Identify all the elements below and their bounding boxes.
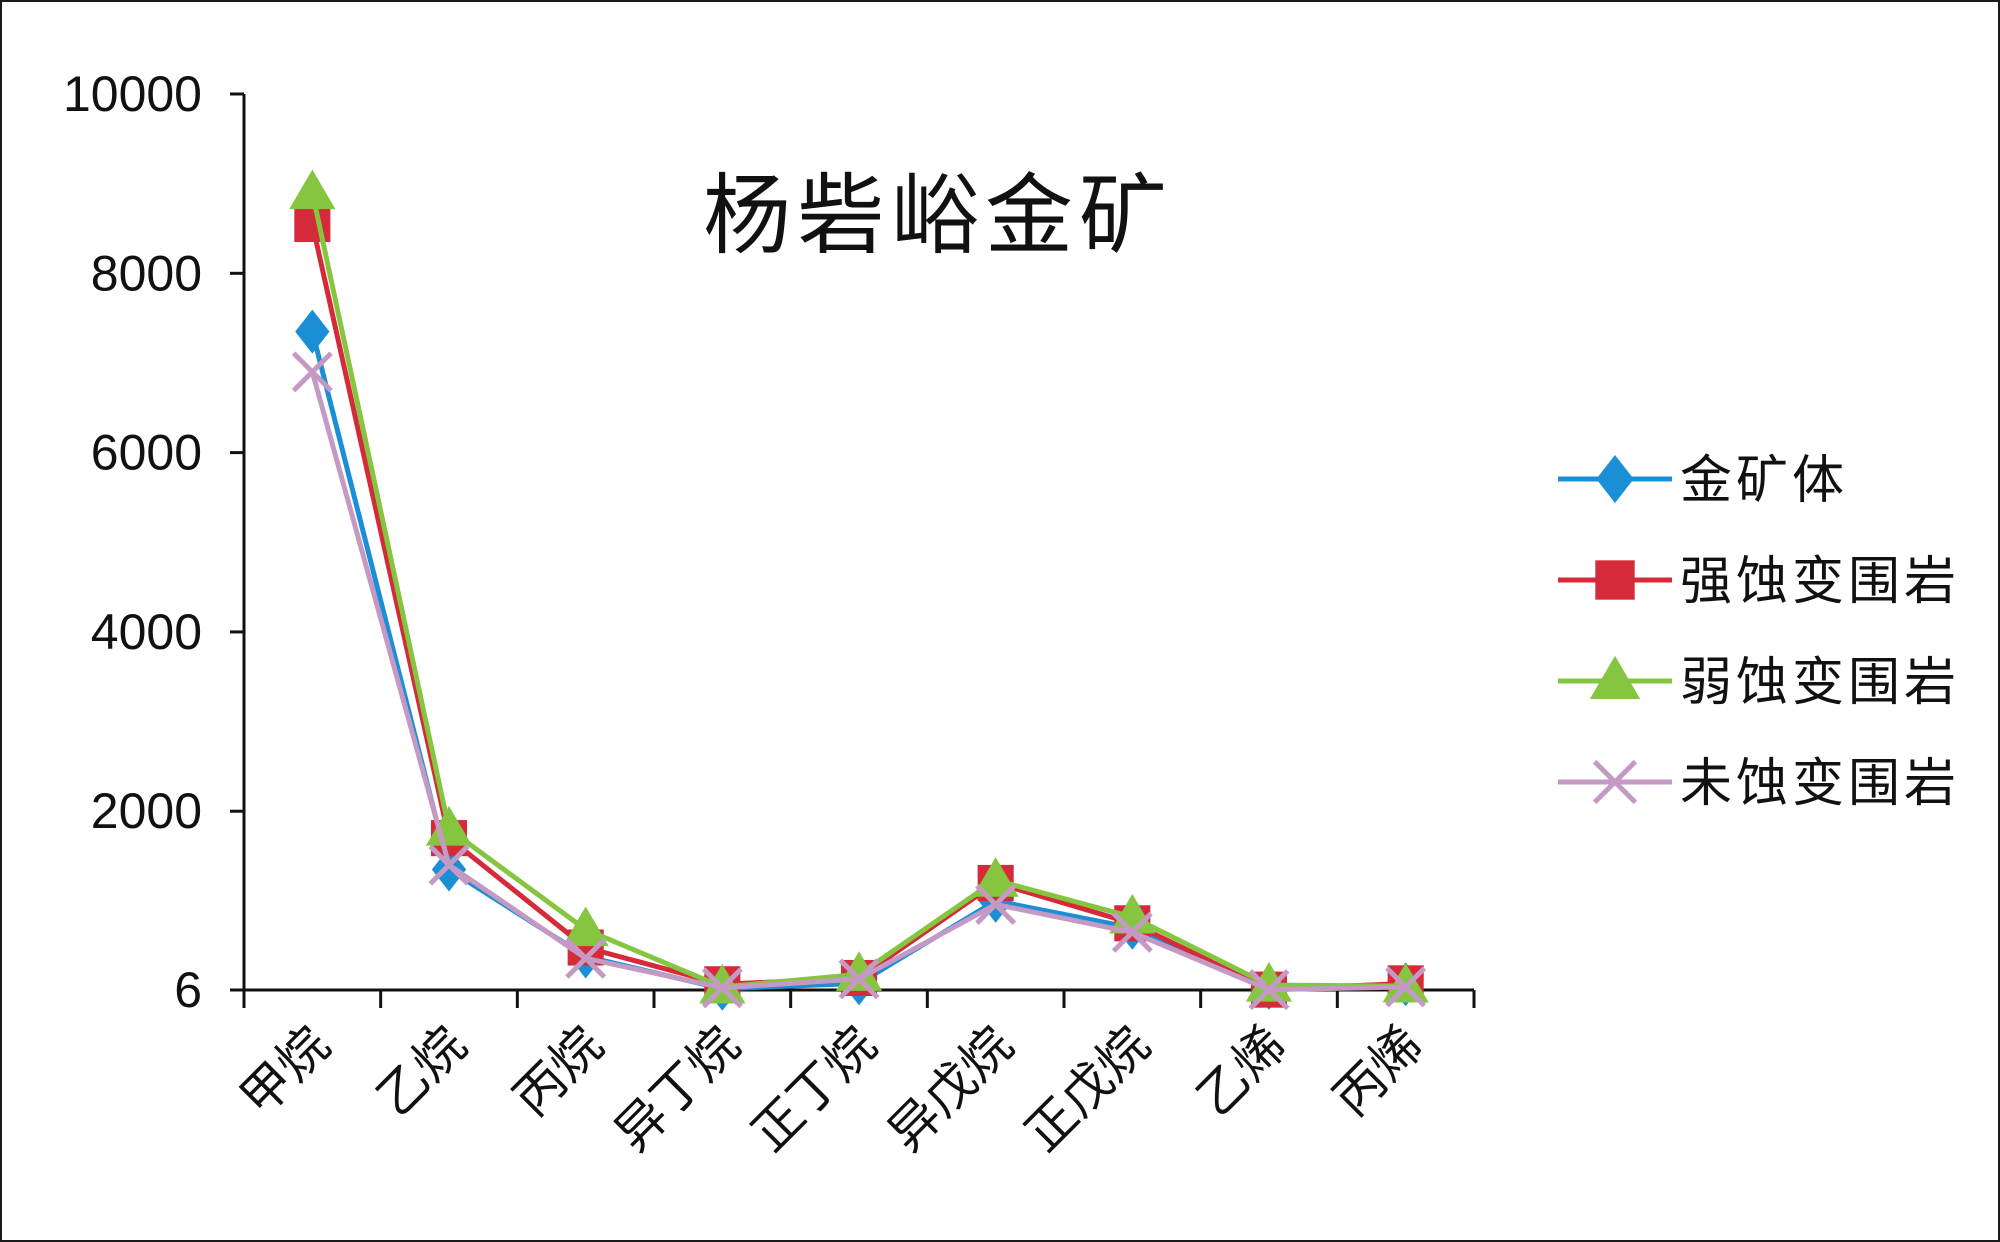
data-point bbox=[425, 806, 473, 846]
data-point bbox=[1248, 969, 1290, 1011]
y-tick-label: 8000 bbox=[91, 245, 202, 301]
data-point bbox=[565, 937, 607, 979]
data-point bbox=[289, 169, 336, 210]
series-2 bbox=[294, 205, 1424, 1008]
chart-title: 杨砦峪金矿 bbox=[703, 164, 1173, 267]
data-point bbox=[562, 906, 609, 947]
data-point bbox=[1385, 966, 1427, 1008]
legend-item-4: 未蚀变围岩 bbox=[1558, 754, 1960, 814]
y-tick-label: 4000 bbox=[91, 604, 202, 660]
series-line bbox=[309, 371, 1406, 993]
series-1 bbox=[295, 309, 1423, 1011]
data-point bbox=[291, 351, 333, 393]
y-tick-label: 10000 bbox=[63, 66, 202, 122]
legend-item-3: 弱蚀变围岩 bbox=[1558, 653, 1960, 713]
x-marker-stroke bbox=[1248, 969, 1290, 1011]
data-point bbox=[431, 847, 467, 892]
y-tick-label: 2000 bbox=[91, 783, 202, 839]
x-tick-label: 正丁烷 bbox=[740, 1015, 887, 1162]
data-point bbox=[699, 963, 746, 1004]
data-point bbox=[295, 309, 330, 354]
data-point bbox=[1382, 962, 1429, 1003]
data-point bbox=[975, 884, 1017, 925]
y-tick-label: 6 bbox=[174, 962, 202, 1018]
legend-label: 金矿体 bbox=[1680, 451, 1848, 511]
x-tick-label: 甲烷 bbox=[229, 1015, 341, 1127]
x-marker-stroke bbox=[1385, 966, 1427, 1008]
data-point bbox=[1111, 911, 1153, 953]
legend-marker bbox=[1596, 455, 1634, 503]
x-marker-stroke bbox=[565, 937, 607, 979]
data-point bbox=[428, 844, 470, 886]
legend-item-1: 金矿体 bbox=[1558, 451, 1848, 511]
legend-marker bbox=[1592, 759, 1638, 805]
x-tick-label: 异戊烷 bbox=[877, 1015, 1024, 1162]
x-tick-label: 乙烷 bbox=[366, 1015, 478, 1127]
series-4 bbox=[291, 351, 1427, 1011]
series-line bbox=[309, 192, 1406, 990]
series-line bbox=[309, 223, 1406, 993]
x-marker-stroke bbox=[428, 844, 470, 886]
x-marker-stroke bbox=[1111, 911, 1153, 953]
x-tick-label: 异丁烷 bbox=[604, 1015, 751, 1162]
x-marker-stroke bbox=[291, 351, 333, 393]
x-marker-stroke bbox=[1592, 759, 1638, 805]
series-layer bbox=[289, 169, 1429, 1011]
legend-label: 强蚀变围岩 bbox=[1680, 552, 1960, 612]
legend-label: 未蚀变围岩 bbox=[1680, 754, 1960, 814]
legend-marker bbox=[1589, 655, 1641, 699]
x-tick-label: 丙烯 bbox=[1322, 1015, 1434, 1127]
data-point bbox=[972, 857, 1019, 897]
data-point bbox=[294, 205, 331, 243]
legend-marker bbox=[1595, 560, 1635, 600]
legend-label: 弱蚀变围岩 bbox=[1680, 653, 1960, 713]
y-tick-label: 6000 bbox=[91, 425, 202, 481]
data-point bbox=[701, 967, 743, 1009]
x-tick-label: 正戊烷 bbox=[1014, 1015, 1161, 1162]
x-tick-label: 乙烯 bbox=[1186, 1015, 1298, 1127]
x-marker-stroke bbox=[838, 958, 880, 1000]
data-point bbox=[838, 958, 880, 1000]
x-marker-stroke bbox=[701, 967, 743, 1009]
legend-item-2: 强蚀变围岩 bbox=[1558, 552, 1960, 612]
series-line bbox=[309, 330, 1406, 992]
x-marker-stroke bbox=[975, 884, 1017, 925]
x-tick-label: 丙烷 bbox=[502, 1015, 614, 1127]
